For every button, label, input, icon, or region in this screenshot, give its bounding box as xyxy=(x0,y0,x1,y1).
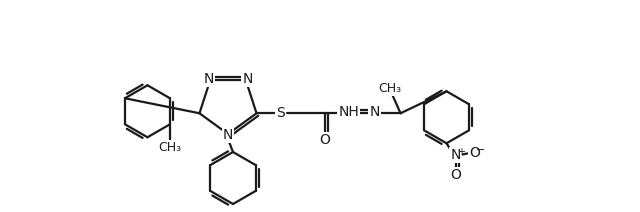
Text: CH₃: CH₃ xyxy=(378,82,401,95)
Text: S: S xyxy=(276,106,285,120)
Text: N: N xyxy=(203,72,214,86)
Text: N: N xyxy=(451,148,461,162)
Text: N: N xyxy=(243,72,253,86)
Text: O: O xyxy=(469,146,480,160)
Text: N: N xyxy=(369,105,380,119)
Text: NH: NH xyxy=(338,105,359,119)
Text: +: + xyxy=(456,147,465,157)
Text: N: N xyxy=(223,128,233,142)
Text: O: O xyxy=(450,168,461,182)
Text: O: O xyxy=(319,133,330,147)
Text: −: − xyxy=(476,145,485,155)
Text: CH₃: CH₃ xyxy=(159,141,182,154)
